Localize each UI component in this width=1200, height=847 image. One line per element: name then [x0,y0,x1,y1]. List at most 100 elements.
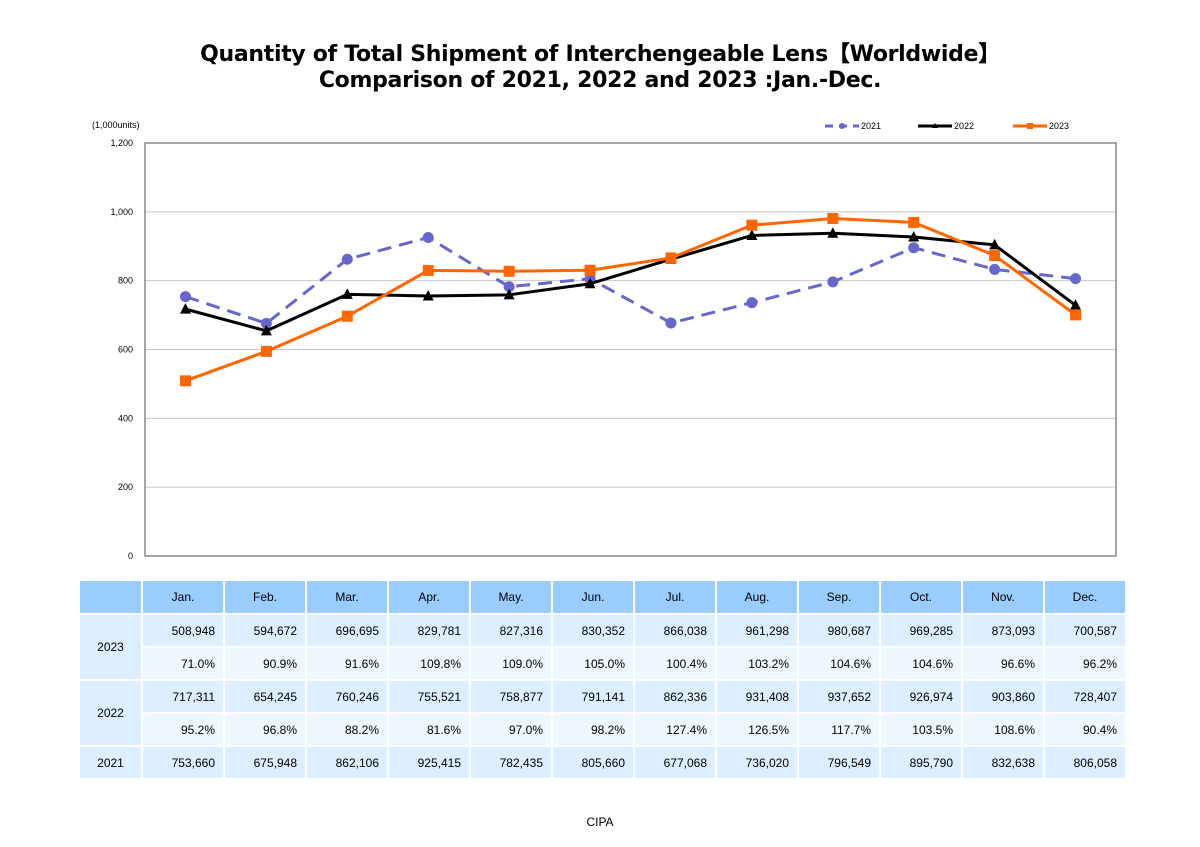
shipment-value-cell: 866,038 [635,615,715,646]
column-header: Jun. [553,581,633,613]
shipment-value-cell: 873,093 [963,615,1043,646]
table-header-row: Jan. Feb. Mar. Apr. May. Jun. Jul. Aug. Sep. Oct.… [80,581,1125,613]
legend-item-2021: 2021 [825,121,881,131]
yoy-percent-cell: 71.0% [143,648,223,679]
shipment-value-cell: 931,408 [717,681,797,712]
row-year-label: 2022 [80,681,141,745]
data-point-2022-jan [179,303,191,314]
chart-title-line1: Quantity of Total Shipment of Intercheng… [200,42,1000,67]
data-point-2021-mar [341,253,353,265]
data-point-2021-jul [665,317,677,329]
data-point-2023-oct [908,216,920,228]
series-2023 [179,212,1082,387]
yoy-percent-cell: 90.9% [225,648,305,679]
legend-item-2022: 2022 [918,121,974,131]
yoy-percent-cell: 109.8% [389,648,469,679]
column-header: Nov. [963,581,1043,613]
table-row: 2021 753,660 675,948 862,106 925,415 782,435 8… [80,747,1125,778]
column-header: Jul. [635,581,715,613]
legend-item-2023: 2023 [1013,121,1069,131]
shipment-value-cell: 903,860 [963,681,1043,712]
yoy-percent-cell: 103.5% [881,714,961,745]
shipment-value-cell: 969,285 [881,615,961,646]
shipment-value-cell: 755,521 [389,681,469,712]
y-tick-label: 1,200 [110,138,133,148]
data-point-2022-nov [989,238,1001,250]
line-chart: 0 200 400 600 800 1,000 1,200 (1,000units) 202… [92,120,1117,561]
shipment-value-cell: 760,246 [307,681,387,712]
shipment-value-cell: 980,687 [799,615,879,646]
row-year-label: 2023 [80,615,141,679]
column-header: Mar. [307,581,387,613]
yoy-percent-cell: 109.0% [471,648,551,679]
data-point-2023-may [503,265,515,277]
shipment-value-cell: 829,781 [389,615,469,646]
data-point-2023-aug [746,219,758,231]
yoy-percent-cell: 88.2% [307,714,387,745]
data-point-2022-apr [422,289,434,301]
shipment-value-cell: 696,695 [307,615,387,646]
source-label: CIPA [586,815,614,829]
column-header: Sep. [799,581,879,613]
data-point-2023-sep [827,212,839,224]
y-tick-label: 0 [128,551,133,561]
y-tick-label: 800 [118,276,133,286]
data-point-2023-jun [584,264,596,276]
data-point-2023-jan [179,375,191,387]
table-corner-cell [80,581,141,613]
column-header: Dec. [1045,581,1125,613]
series-line-2023 [184,216,1077,383]
yoy-percent-cell: 91.6% [307,648,387,679]
y-axis-unit-label: (1,000units) [92,120,140,130]
yoy-percent-cell: 104.6% [881,648,961,679]
legend-marker-icon [1027,123,1033,129]
gridlines [145,211,1116,488]
shipment-value-cell: 827,316 [471,615,551,646]
table-row: 2022 717,311 654,245 760,246 755,521 758,877 7… [80,681,1125,745]
shipment-value-cell: 806,058 [1045,747,1125,778]
data-point-2021-dec [1070,273,1082,285]
table-row-yoy: 95.2% 96.8% 88.2% 81.6% 97.0% 98.2% 127.4% 126.… [80,714,1125,745]
yoy-percent-cell: 97.0% [471,714,551,745]
legend-marker-icon [932,123,938,128]
table-row-yoy: 71.0% 90.9% 91.6% 109.8% 109.0% 105.0% 100.4% 1… [80,648,1125,679]
y-tick-label: 1,000 [110,207,133,217]
data-point-2022-jun [584,277,596,289]
series-line-2021 [184,236,1076,325]
series-line-2022 [185,231,1077,333]
shipment-value-cell: 736,020 [717,747,797,778]
shipment-value-cell: 677,068 [635,747,715,778]
shipment-value-cell: 654,245 [225,681,305,712]
series-2022 [179,227,1082,336]
shipment-value-cell: 925,415 [389,747,469,778]
data-point-2022-may [503,288,515,300]
data-point-2023-mar [341,310,353,322]
yoy-percent-cell: 103.2% [717,648,797,679]
yoy-percent-cell: 98.2% [553,714,633,745]
shipment-value-cell: 675,948 [225,747,305,778]
shipment-value-cell: 862,106 [307,747,387,778]
data-point-2021-jan [179,291,191,303]
column-header: Feb. [225,581,305,613]
y-tick-label: 600 [118,345,133,355]
data-point-2021-may [503,281,515,293]
data-point-2023-apr [422,264,434,276]
shipment-value-cell: 758,877 [471,681,551,712]
yoy-percent-cell: 105.0% [553,648,633,679]
shipment-value-cell: 594,672 [225,615,305,646]
data-point-2022-dec [1070,299,1082,310]
yoy-percent-cell: 96.6% [963,648,1043,679]
data-table: Jan. Feb. Mar. Apr. May. Jun. Jul. Aug. Sep. Oct.… [78,579,1127,780]
yoy-percent-cell: 126.5% [717,714,797,745]
data-point-2021-apr [422,232,434,244]
shipment-value-cell: 717,311 [143,681,223,712]
shipment-value-cell: 791,141 [553,681,633,712]
yoy-percent-cell: 104.6% [799,648,879,679]
legend: 2021 2022 2023 [825,121,1069,131]
yoy-percent-cell: 127.4% [635,714,715,745]
data-point-2021-oct [908,242,920,254]
column-header: Oct. [881,581,961,613]
column-header: Aug. [717,581,797,613]
y-axis-ticks: 0 200 400 600 800 1,000 1,200 [110,138,133,561]
yoy-percent-cell: 100.4% [635,648,715,679]
